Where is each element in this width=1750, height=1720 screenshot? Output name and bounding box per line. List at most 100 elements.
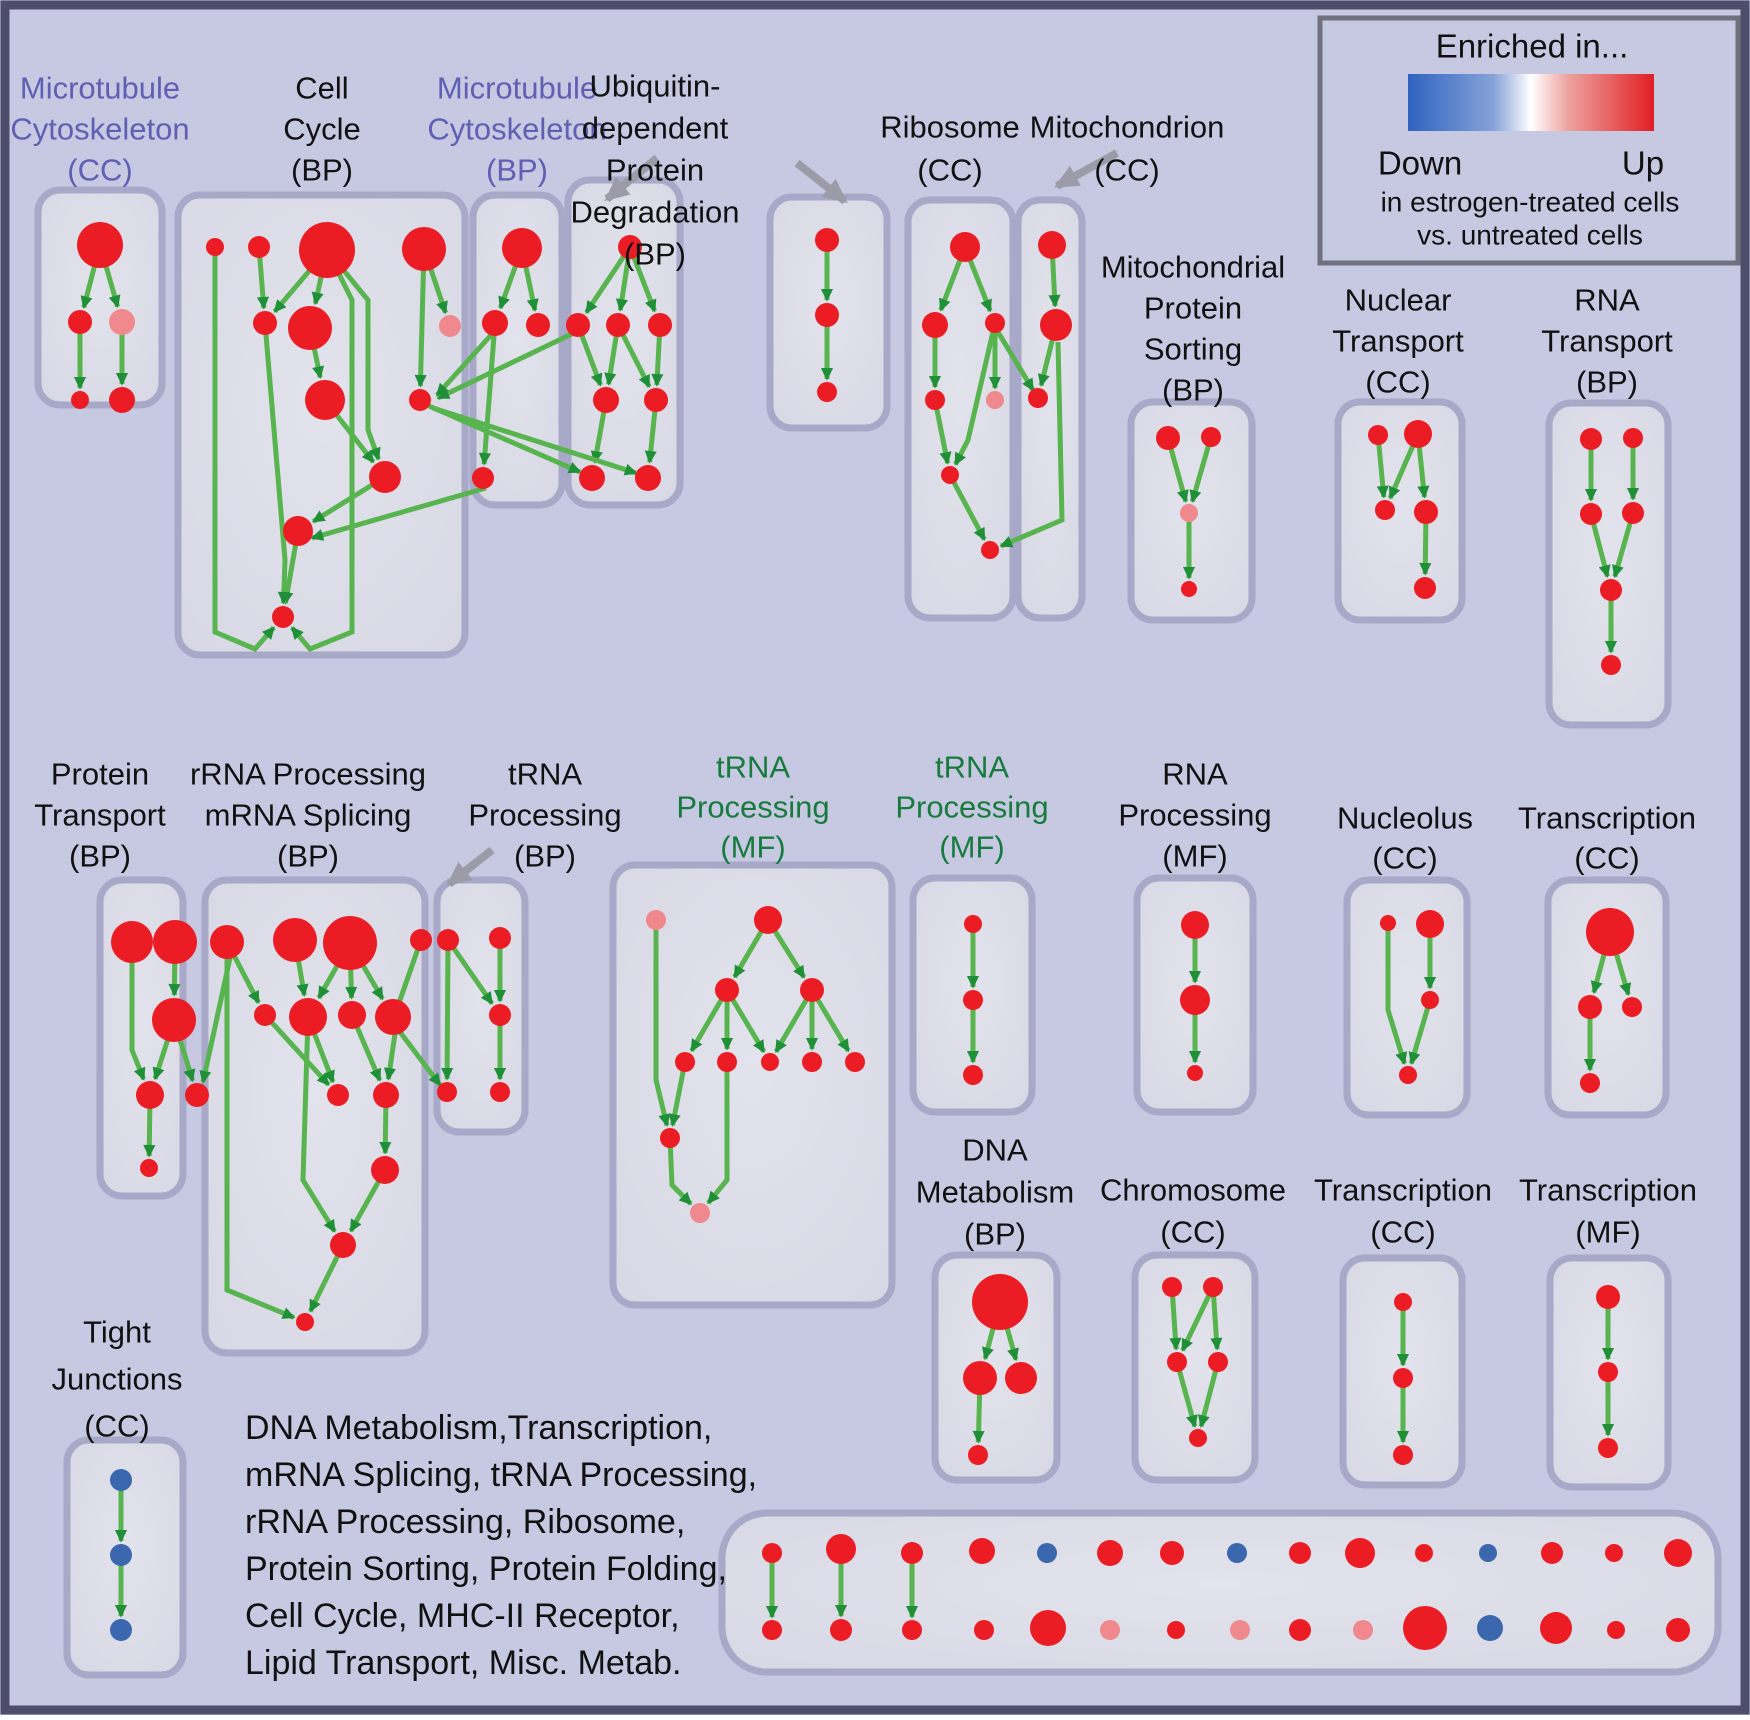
mixed-functions-cluster-node-9 [1030,1610,1066,1646]
nucleolus-cc-node-0 [1380,915,1396,931]
rrna-processing-mrna-splicing-bp-edge-13 [300,1016,337,1233]
microtubule-cytoskeleton-bp-edge-2 [478,322,498,466]
ribosome-cc-node-0 [950,232,980,262]
dna-metabolism-bp-label-line-2: (BP) [964,1217,1026,1252]
rrna-processing-mrna-splicing-bp-node-7 [375,999,411,1035]
rna-transport-bp-node-0 [1580,428,1602,450]
rna-transport-bp-label-line-2: (BP) [1576,365,1638,400]
trna-processing-mf-small-label-line-1: Processing [895,790,1048,825]
dna-metabolism-bp-node-0 [972,1274,1028,1330]
ribosome-cc-edge-4 [932,399,952,465]
cell-cycle-bp-node-5 [288,306,332,350]
cell-cycle-bp-edge-12 [290,248,355,652]
trna-processing-mf-small-node-0 [964,915,982,933]
rrna-processing-mrna-splicing-bp-edge-6 [263,1013,331,1087]
rna-transport-bp-box [1545,399,1672,729]
tight-junctions-cc-node-2 [110,1619,132,1641]
rrna-processing-mrna-splicing-bp-node-10 [371,1156,399,1184]
ubiquitin-degradation-bp-main-node-2 [606,313,630,337]
note-text-line-0: DNA Metabolism,Transcription, [245,1409,712,1447]
ribosome-cc-edge-6 [947,473,987,541]
trna-processing-bp-label-line-2: (BP) [514,839,576,874]
trna-processing-mf-large-edge-8 [653,920,671,1127]
mixed-functions-cluster-node-15 [1230,1620,1250,1640]
protein-transport-bp-label-line-2: (BP) [69,839,131,874]
note-text-line-4: Cell Cycle, MHC-II Receptor, [245,1597,680,1635]
ribosome-cc-node-4 [986,391,1004,409]
rrna-processing-mrna-splicing-bp-node-0 [210,925,244,959]
trna-processing-mf-large-node-3 [800,978,824,1002]
ubiquitin-degradation-bp-main-label-line-3: Degradation [571,195,740,230]
tight-junctions-cc-label-line-0: Tight [83,1315,151,1350]
mitochondrion-cc-node-1 [1040,309,1072,341]
mitochondrion-cc-label-line-1: (CC) [1094,153,1159,188]
cross-edge-2 [432,405,638,476]
trna-processing-mf-large-label-line-2: (MF) [720,830,785,865]
transcription-cc-upper-box [1544,876,1670,1119]
cell-cycle-bp-node-4 [253,311,277,335]
ribosome-cc-node-6 [981,541,999,559]
rrna-processing-mrna-splicing-bp-node-5 [289,998,327,1036]
note-text-line-5: Lipid Transport, Misc. Metab. [245,1644,682,1682]
rrna-processing-mrna-splicing-bp-node-11 [330,1232,356,1258]
trna-processing-mf-large-node-10 [690,1203,710,1223]
mixed-functions-cluster-node-8 [1037,1543,1057,1563]
protein-transport-bp-edge-0 [129,942,147,1081]
cell-cycle-bp-edge-11 [212,247,276,653]
dna-metabolism-bp-box [931,1251,1061,1484]
cell-cycle-bp-node-9 [369,461,401,493]
nuclear-transport-cc-node-2 [1375,500,1395,520]
legend-title: Enriched in... [1436,28,1629,65]
microtubule-cytoskeleton-cc-node-2 [109,309,135,335]
cell-cycle-bp-node-11 [272,606,294,628]
trna-processing-bp-edge-1 [445,938,495,1005]
cell-cycle-bp-node-0 [206,238,224,256]
cross-edge-6 [999,341,1065,549]
chromosome-cc-edge-1 [1180,1285,1216,1352]
cell-cycle-bp-box [174,191,469,659]
note-text-line-1: mRNA Splicing, tRNA Processing, [245,1456,757,1494]
ubiquitin-degradation-bp-main-label-line-1: dependent [582,111,729,146]
chromosome-cc-node-1 [1203,1277,1223,1297]
chromosome-cc-edge-2 [1210,1286,1223,1351]
rrna-processing-mrna-splicing-bp-node-4 [254,1004,276,1026]
ubiquitin-degradation-bp-main-node-4 [593,387,619,413]
nuclear-transport-cc-label-line-2: (CC) [1365,365,1430,400]
nucleolus-cc-label-line-0: Nucleolus [1337,801,1473,836]
nucleolus-cc-node-2 [1421,991,1439,1009]
trna-processing-bp-node-2 [489,1004,511,1026]
protein-transport-bp-node-1 [153,920,197,964]
transcription-cc-lower-node-1 [1393,1368,1413,1388]
protein-transport-bp-node-2 [152,998,196,1042]
cross-edge-8 [398,1030,442,1087]
rrna-processing-mrna-splicing-bp-label-line-1: mRNA Splicing [205,798,412,833]
mitochondrial-protein-sorting-bp-label-line-3: (BP) [1162,373,1224,408]
transcription-cc-upper-label-line-1: (CC) [1574,841,1639,876]
trna-processing-bp-node-0 [437,929,459,951]
rrna-processing-mrna-splicing-bp-label-line-0: rRNA Processing [190,757,426,792]
transcription-cc-lower-label-line-0: Transcription [1314,1173,1492,1208]
rna-transport-bp-edge-3 [1612,512,1636,579]
mixed-functions-cluster-node-23 [1477,1615,1503,1641]
microtubule-cytoskeleton-cc-label-line-0: Microtubule [20,71,180,106]
nucleolus-cc-box [1343,876,1471,1119]
microtubule-cytoskeleton-bp-label-line-1: Cytoskeleton [427,112,606,147]
cross-edge-3 [310,485,487,541]
trna-processing-mf-large-node-6 [761,1053,779,1071]
chromosome-cc-node-2 [1167,1352,1187,1372]
microtubule-cytoskeleton-cc-box [34,186,166,409]
note-text-line-3: Protein Sorting, Protein Folding, [245,1550,727,1588]
cell-cycle-bp-node-6 [439,315,461,337]
dna-metabolism-bp-node-1 [963,1361,997,1395]
nucleolus-cc-node-1 [1416,910,1444,938]
label-callout-arrow-3 [446,846,495,888]
ubiquitin-degradation-bp-main-node-1 [566,313,590,337]
cell-cycle-bp-edge-3 [325,248,381,461]
cell-cycle-bp-node-10 [283,516,313,546]
microtubule-cytoskeleton-cc-node-1 [68,310,92,334]
transcription-cc-upper-node-2 [1622,997,1642,1017]
transcription-cc-lower-node-0 [1394,1293,1412,1311]
trna-processing-bp-node-4 [490,1082,510,1102]
transcription-mf-node-1 [1598,1362,1618,1382]
chromosome-cc-node-0 [1162,1277,1182,1297]
